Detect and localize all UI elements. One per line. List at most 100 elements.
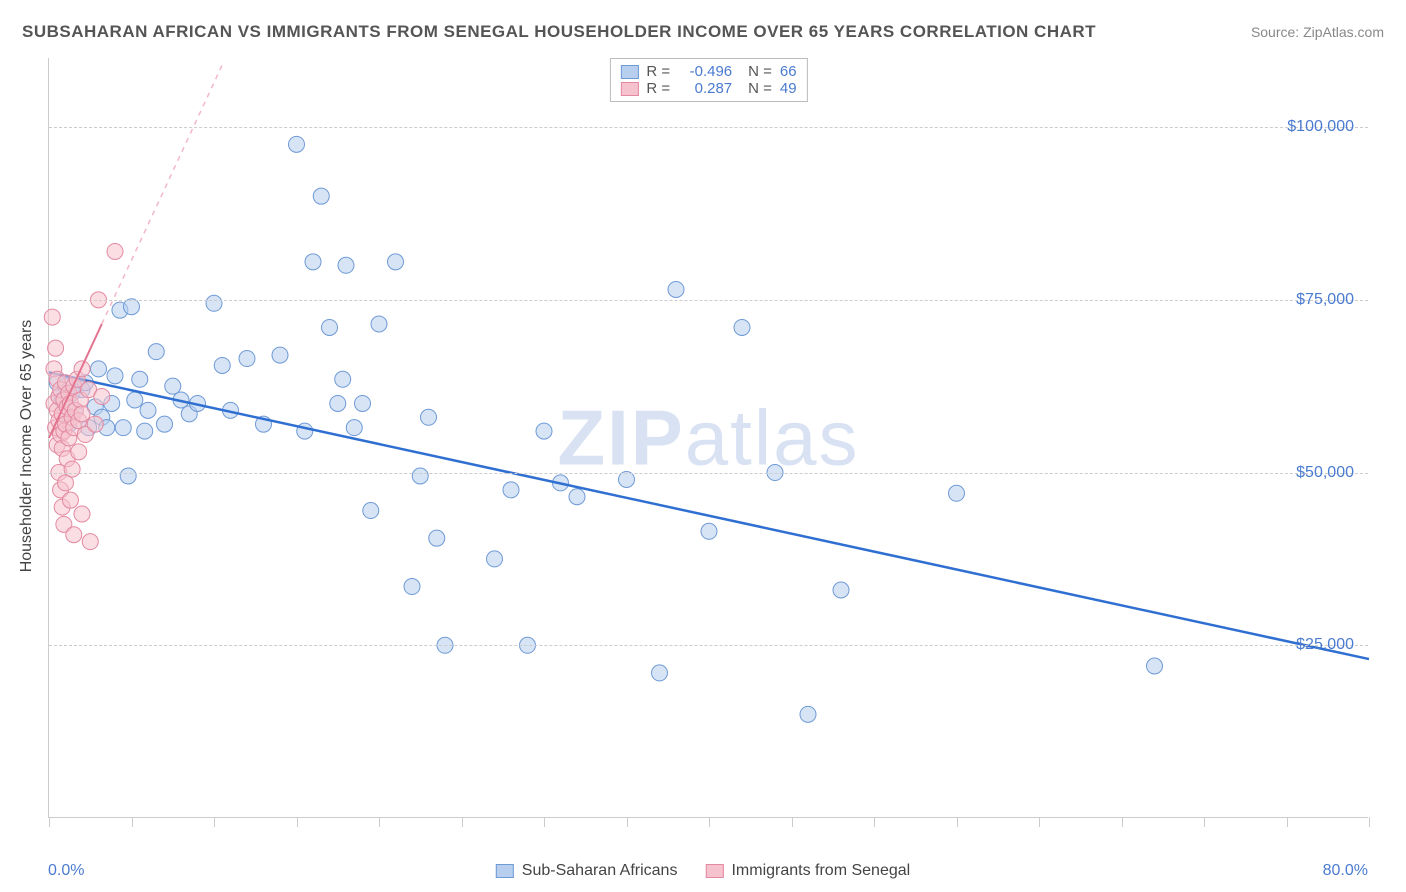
y-axis-label: Householder Income Over 65 years [18, 320, 36, 573]
data-point [115, 420, 131, 436]
data-point [157, 416, 173, 432]
data-point [355, 395, 371, 411]
legend-r-value: 0.287 [678, 80, 732, 97]
data-point [64, 461, 80, 477]
y-tick-label: $75,000 [1296, 291, 1354, 309]
x-tick [1039, 817, 1040, 827]
x-tick [792, 817, 793, 827]
data-point [124, 299, 140, 315]
x-tick [1204, 817, 1205, 827]
x-tick [709, 817, 710, 827]
data-point [165, 378, 181, 394]
legend-r-value: -0.496 [678, 63, 732, 80]
data-point [107, 368, 123, 384]
data-point [206, 295, 222, 311]
data-point [800, 706, 816, 722]
data-point [421, 409, 437, 425]
legend-item: Immigrants from Senegal [705, 862, 910, 880]
regression-line [49, 372, 1369, 659]
data-point [137, 423, 153, 439]
data-point [335, 371, 351, 387]
x-tick [957, 817, 958, 827]
data-point [734, 319, 750, 335]
data-point [66, 527, 82, 543]
legend-swatch [496, 864, 514, 878]
data-point [82, 534, 98, 550]
x-tick [1369, 817, 1370, 827]
x-tick [379, 817, 380, 827]
gridline [49, 645, 1368, 646]
data-point [487, 551, 503, 567]
data-point [322, 319, 338, 335]
x-tick [297, 817, 298, 827]
data-point [388, 254, 404, 270]
x-tick [49, 817, 50, 827]
legend-row: R =0.287N =49 [620, 80, 796, 97]
data-point [371, 316, 387, 332]
y-tick-label: $50,000 [1296, 464, 1354, 482]
legend-swatch [620, 82, 638, 96]
gridline [49, 300, 1368, 301]
data-point [313, 188, 329, 204]
data-point [668, 281, 684, 297]
data-point [48, 340, 64, 356]
data-point [148, 344, 164, 360]
data-point [62, 492, 78, 508]
x-tick [544, 817, 545, 827]
data-point [619, 471, 635, 487]
data-point [132, 371, 148, 387]
legend-n-label: N = [748, 63, 772, 80]
x-tick [214, 817, 215, 827]
data-point [74, 506, 90, 522]
x-tick [627, 817, 628, 827]
data-point [74, 406, 90, 422]
legend-swatch [705, 864, 723, 878]
data-point [363, 503, 379, 519]
data-point [536, 423, 552, 439]
regression-extension [102, 65, 222, 324]
gridline [49, 473, 1368, 474]
legend-r-label: R = [646, 63, 670, 80]
data-point [701, 523, 717, 539]
data-point [404, 579, 420, 595]
data-point [239, 351, 255, 367]
x-tick [874, 817, 875, 827]
data-point [214, 357, 230, 373]
data-point [127, 392, 143, 408]
y-tick-label: $25,000 [1296, 636, 1354, 654]
x-axis-max-label: 80.0% [1323, 862, 1368, 880]
legend-item: Sub-Saharan Africans [496, 862, 678, 880]
data-point [833, 582, 849, 598]
series-legend: Sub-Saharan Africans Immigrants from Sene… [496, 862, 910, 880]
data-point [272, 347, 288, 363]
y-tick-label: $100,000 [1287, 118, 1354, 136]
data-point [1147, 658, 1163, 674]
source-attribution: Source: ZipAtlas.com [1251, 24, 1384, 40]
data-point [44, 309, 60, 325]
legend-n-value: 49 [780, 80, 797, 97]
data-point [338, 257, 354, 273]
correlation-legend: R =-0.496N =66R =0.287N =49 [609, 58, 807, 102]
data-point [289, 136, 305, 152]
data-point [87, 416, 103, 432]
gridline [49, 127, 1368, 128]
data-point [120, 468, 136, 484]
legend-r-label: R = [646, 80, 670, 97]
data-point [91, 361, 107, 377]
legend-swatch [620, 65, 638, 79]
chart-svg [49, 58, 1368, 817]
data-point [107, 243, 123, 259]
legend-label: Immigrants from Senegal [731, 862, 910, 880]
x-tick [462, 817, 463, 827]
chart-title: SUBSAHARAN AFRICAN VS IMMIGRANTS FROM SE… [22, 22, 1096, 42]
data-point [71, 444, 87, 460]
legend-label: Sub-Saharan Africans [522, 862, 678, 880]
data-point [503, 482, 519, 498]
data-point [429, 530, 445, 546]
x-tick [132, 817, 133, 827]
x-tick [1122, 817, 1123, 827]
plot-area: ZIPatlas R =-0.496N =66R =0.287N =49 $25… [48, 58, 1368, 818]
data-point [140, 402, 156, 418]
data-point [94, 389, 110, 405]
data-point [569, 489, 585, 505]
